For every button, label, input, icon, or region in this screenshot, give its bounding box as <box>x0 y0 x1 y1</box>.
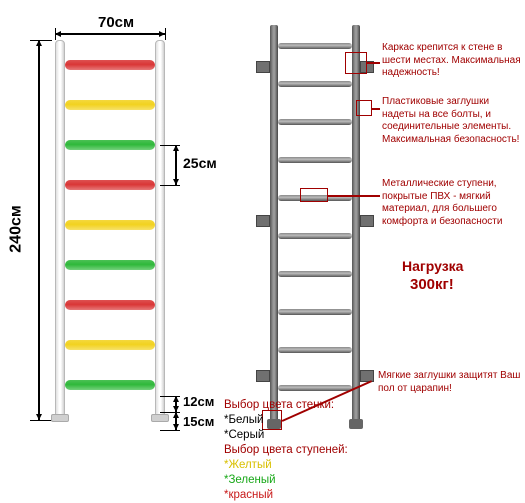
colored-rung <box>65 300 155 310</box>
colored-rung <box>65 340 155 350</box>
foot-height-label: 12см <box>183 394 214 409</box>
callout-line-1 <box>367 62 380 64</box>
colored-ladder <box>55 40 165 420</box>
colored-rung <box>65 60 155 70</box>
wall-color-title: Выбор цвета стенки: <box>224 398 348 413</box>
metal-foot <box>349 419 363 429</box>
color-green: *Зеленый <box>224 473 348 488</box>
annotation-rungs: Металлические ступени, покрытые ПВХ - мя… <box>382 178 525 228</box>
ladder-foot <box>51 414 69 422</box>
colored-rung <box>65 100 155 110</box>
colored-rung <box>65 180 155 190</box>
annotation-frame: Каркас крепится к стене в шести местах. … <box>382 42 525 80</box>
annotation-load-2: 300кг! <box>410 276 454 295</box>
ladder-foot <box>151 414 169 422</box>
wall-bracket <box>256 370 270 382</box>
callout-box-1 <box>345 52 367 74</box>
height-dim-label: 240см <box>8 205 26 252</box>
infographic-container: 70см 240см 25см 12см 15см <box>0 0 525 500</box>
color-grey: *Серый <box>224 428 348 443</box>
wall-bracket <box>360 215 374 227</box>
rung-color-title: Выбор цвета ступеней: <box>224 443 348 458</box>
color-yellow: *Желтый <box>224 458 348 473</box>
metal-rung <box>278 271 352 277</box>
metal-rung <box>278 309 352 315</box>
metal-rung <box>278 233 352 239</box>
color-white: *Белый <box>224 413 348 428</box>
wall-bracket <box>256 215 270 227</box>
metal-rail-right <box>352 25 360 425</box>
annotation-feet: Мягкие заглушки защитят Ваш пол от царап… <box>378 370 525 395</box>
callout-line-3 <box>328 195 380 197</box>
metal-rung <box>278 157 352 163</box>
wall-bracket <box>256 61 270 73</box>
colored-rung <box>65 140 155 150</box>
metal-rail-left <box>270 25 278 425</box>
metal-rung <box>278 347 352 353</box>
callout-line-2 <box>372 108 380 110</box>
rung-spacing-label: 25см <box>183 155 217 171</box>
metal-rung <box>278 119 352 125</box>
colored-rung <box>65 380 155 390</box>
colored-rung <box>65 220 155 230</box>
colored-rung <box>65 260 155 270</box>
ground-clearance-label: 15см <box>183 414 214 429</box>
annotation-plugs: Пластиковые заглушки надеты на все болты… <box>382 96 525 146</box>
ladder-rail-left <box>55 40 65 420</box>
width-dim-line <box>55 33 165 35</box>
metal-rung <box>278 81 352 87</box>
ladder-rail-right <box>155 40 165 420</box>
height-dim-line <box>38 40 40 420</box>
annotation-load-1: Нагрузка <box>402 258 463 276</box>
wall-bracket <box>360 370 374 382</box>
width-dim-label: 70см <box>98 14 134 31</box>
callout-box-3 <box>300 188 328 202</box>
callout-box-2 <box>356 100 372 116</box>
color-red: *красный <box>224 488 348 503</box>
metal-rung <box>278 385 352 391</box>
metal-ladder <box>270 25 360 425</box>
metal-rung <box>278 43 352 49</box>
color-choice-block: Выбор цвета стенки: *Белый *Серый Выбор … <box>224 398 348 503</box>
